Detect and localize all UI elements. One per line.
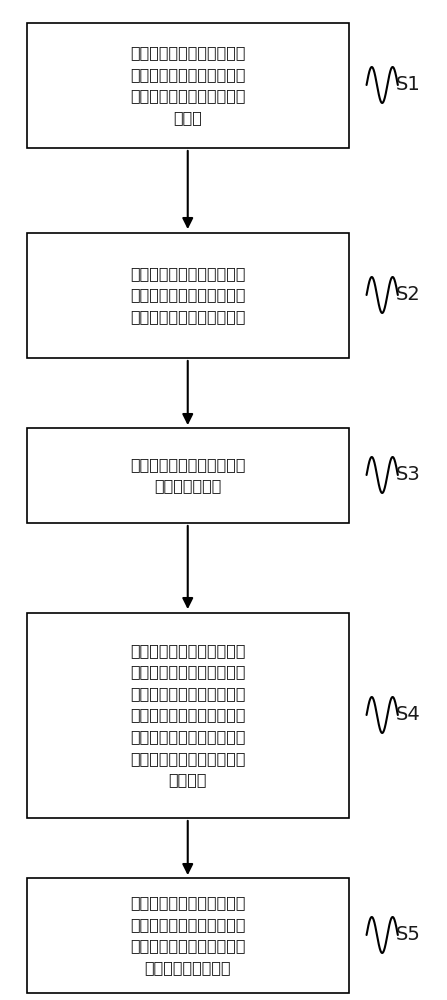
Text: S2: S2: [396, 286, 421, 304]
Bar: [27, 22, 349, 147]
Text: 在数组中删除异常数据，将
异常数据所处时序在预测值
时序图上对应的边坡监测预
测数据填充入数组中: 在数组中删除异常数据，将 异常数据所处时序在预测值 时序图上对应的边坡监测预 测…: [130, 895, 245, 975]
Bar: [27, 232, 349, 358]
Text: 根据边坡监测预测数据绘制
的预测值时序图: 根据边坡监测预测数据绘制 的预测值时序图: [130, 457, 245, 493]
Text: 将任意一个数组输入到边坡
监测数据预测模型中进行预
测，得到边坡监测预测数据: 将任意一个数组输入到边坡 监测数据预测模型中进行预 测，得到边坡监测预测数据: [130, 266, 245, 324]
Bar: [27, 612, 349, 818]
Text: S5: S5: [396, 926, 421, 944]
Text: S3: S3: [396, 466, 421, 485]
Bar: [27, 878, 349, 992]
Bar: [27, 428, 349, 522]
Text: 将边坡监测实测数据转换为
多个包含时序的数组，绘制
边坡监测实测数据的实测值
时序图: 将边坡监测实测数据转换为 多个包含时序的数组，绘制 边坡监测实测数据的实测值 时…: [130, 45, 245, 125]
Text: 根据实测值时序图和预测值
时序图，计算边坡监测实测
数据与边坡监测预测数据的
差值，将差值与阈值进行比
较，将差值大于阈值时所对
应的边坡监测实测数据作为
异常: 根据实测值时序图和预测值 时序图，计算边坡监测实测 数据与边坡监测预测数据的 差…: [130, 643, 245, 787]
Text: S1: S1: [396, 76, 421, 95]
Text: S4: S4: [396, 706, 421, 724]
